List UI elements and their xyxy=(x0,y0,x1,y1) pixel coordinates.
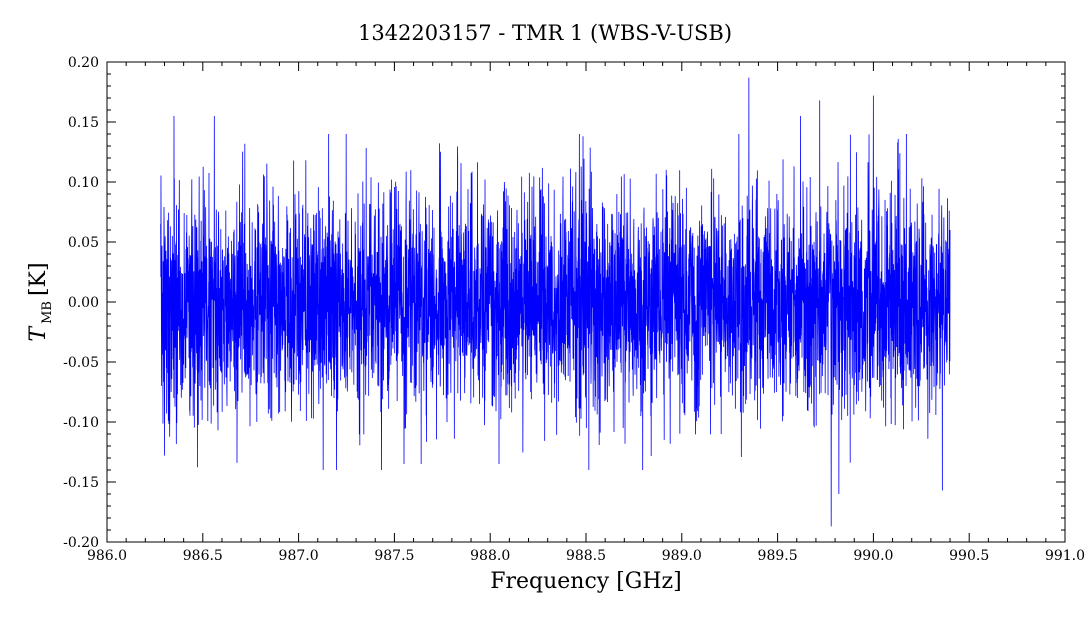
y-tick-label: -0.10 xyxy=(63,415,99,431)
x-tick-label: 986.5 xyxy=(183,548,223,564)
chart-title: 1342203157 - TMR 1 (WBS-V-USB) xyxy=(358,21,732,45)
series-group xyxy=(160,77,951,527)
y-tick-label: 0.10 xyxy=(68,175,99,191)
y-axis-label-unit: [K] xyxy=(26,262,51,296)
svg-text:TMB[K]: TMB [K] xyxy=(26,262,55,341)
spectrum-series-line xyxy=(160,77,951,527)
x-tick-label: 989.0 xyxy=(662,548,702,564)
y-tick-label: 0.20 xyxy=(68,55,99,71)
y-axis-ticks: 0.20 0.15 0.10 0.05 0.00 -0.05 -0.10 -0.15 -0.20 xyxy=(63,55,1065,551)
x-tick-label: 989.5 xyxy=(758,548,798,564)
y-tick-label: 0.05 xyxy=(68,235,99,251)
y-tick-label: 0.00 xyxy=(68,295,99,311)
x-tick-label: 987.5 xyxy=(374,548,414,564)
y-axis-label-main: T xyxy=(26,325,51,342)
x-axis-label: Frequency [GHz] xyxy=(490,569,682,594)
x-axis-ticks: 986.0 986.5 987.0 987.5 988.0 988.5 989.0 989.5… xyxy=(87,62,1085,564)
x-tick-label: 990.5 xyxy=(949,548,989,564)
y-axis-label-sub: MB xyxy=(40,301,55,324)
x-tick-label: 986.0 xyxy=(87,548,127,564)
x-tick-label: 988.0 xyxy=(470,548,510,564)
y-axis-label: TMB [K] xyxy=(26,262,55,341)
y-tick-label: 0.15 xyxy=(68,115,99,131)
y-tick-label: -0.20 xyxy=(63,535,99,551)
x-tick-label: 987.0 xyxy=(279,548,319,564)
y-tick-label: -0.05 xyxy=(63,355,99,371)
x-tick-label: 988.5 xyxy=(566,548,606,564)
y-tick-label: -0.15 xyxy=(63,475,99,491)
x-tick-label: 990.0 xyxy=(853,548,893,564)
x-tick-label: 991.0 xyxy=(1045,548,1085,564)
